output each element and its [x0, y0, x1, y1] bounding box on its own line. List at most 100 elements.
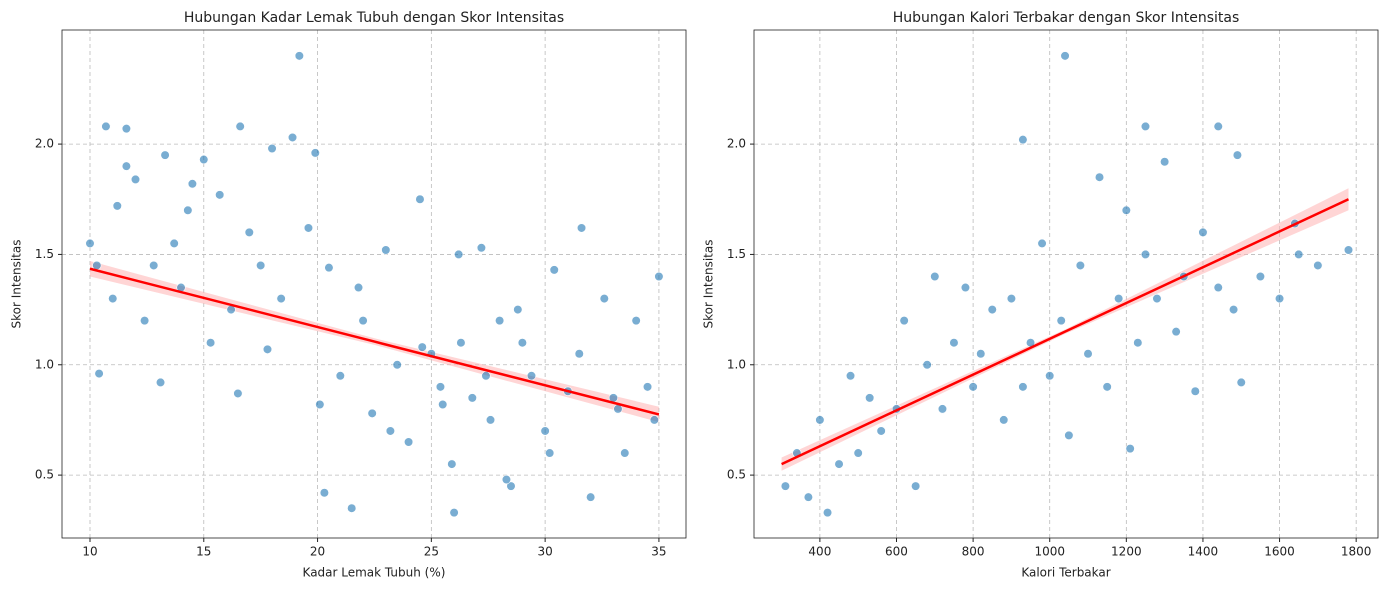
scatter-point	[315, 399, 325, 410]
scatter-point	[987, 304, 997, 315]
scatter-point	[449, 508, 459, 518]
scatter-point	[865, 393, 875, 403]
scatter-point	[495, 316, 505, 326]
scatter-point	[1018, 135, 1028, 145]
x-tick-label: 1800	[1341, 545, 1372, 559]
scatter-point	[1152, 293, 1162, 304]
scatter-point	[803, 492, 813, 502]
x-tick-label: 25	[424, 545, 439, 559]
x-tick-label: 30	[537, 545, 552, 559]
scatter-point	[358, 316, 368, 326]
scatter-point	[1060, 51, 1070, 61]
scatter-point	[108, 293, 118, 304]
scatter-point	[155, 377, 166, 388]
plot-area	[780, 51, 1354, 518]
scatter-point	[1213, 282, 1223, 293]
scatter-point	[506, 481, 516, 491]
scatter-point	[549, 265, 559, 275]
axes-frame	[753, 29, 1379, 539]
scatter-point	[1343, 245, 1354, 255]
scatter-point	[815, 415, 825, 425]
scatter-point	[121, 161, 132, 171]
scatter-point	[1198, 227, 1208, 237]
chart-title: Hubungan Kadar Lemak Tubuh dengan Skor I…	[184, 10, 564, 26]
scatter-point	[287, 132, 298, 143]
scatter-point	[183, 205, 193, 215]
scatter-point	[1294, 249, 1304, 260]
scatter-point	[1006, 293, 1017, 304]
scatter-point	[834, 459, 844, 469]
scatter-point	[1102, 382, 1112, 392]
scatter-point	[853, 448, 863, 458]
scatter-point	[435, 382, 446, 392]
scatter-point	[130, 174, 141, 184]
x-axis-label: Kalori Terbakar	[1021, 566, 1110, 580]
scatter-point	[1171, 327, 1181, 337]
x-axis-label: Kadar Lemak Tubuh (%)	[303, 566, 446, 580]
y-tick-label: 2.0	[727, 137, 746, 151]
scatter-point	[1133, 338, 1143, 348]
scatter-point	[310, 148, 320, 158]
scatter-point	[968, 382, 978, 392]
y-tick-label: 0.5	[727, 468, 746, 482]
scatter-point	[649, 415, 659, 425]
scatter-point	[937, 404, 948, 414]
scatter-point	[94, 368, 104, 379]
axes-frame	[61, 29, 687, 539]
x-tick-label: 600	[885, 545, 908, 559]
scatter-point	[1190, 386, 1200, 396]
x-tick-label: 35	[651, 545, 666, 559]
scatter-point	[303, 223, 314, 233]
x-tick-label: 1200	[1111, 545, 1142, 559]
scatter-point	[347, 503, 357, 513]
chart-title: Hubungan Kalori Terbakar dengan Skor Int…	[893, 10, 1240, 26]
scatter-point	[335, 371, 345, 381]
scatter-point	[121, 124, 132, 134]
scatter-point	[1121, 205, 1131, 215]
scatter-point	[417, 342, 427, 352]
scatter-point	[262, 344, 273, 354]
y-tick-label: 1.5	[35, 247, 54, 261]
x-tick-label: 1600	[1264, 545, 1295, 559]
x-tick-label: 15	[196, 545, 211, 559]
scatter-point	[256, 260, 266, 271]
scatter-point	[456, 338, 466, 348]
scatter-point	[780, 481, 791, 491]
scatter-point	[385, 426, 395, 436]
scatter-point	[930, 271, 940, 282]
scatter-point	[822, 508, 833, 518]
scatter-point	[540, 426, 550, 436]
scatter-point	[454, 249, 464, 260]
scatter-point	[899, 316, 909, 326]
scatter-point	[415, 194, 425, 204]
scatter-point	[1228, 304, 1239, 315]
regression-line	[781, 198, 1350, 466]
y-tick-label: 2.0	[35, 137, 54, 151]
scatter-point	[586, 492, 596, 502]
scatter-point	[438, 399, 448, 410]
scatter-point	[1274, 293, 1285, 304]
scatter-point	[1140, 249, 1151, 260]
scatter-point	[392, 360, 402, 370]
scatter-point	[485, 415, 496, 425]
scatter-point	[517, 338, 527, 348]
scatter-point	[381, 245, 391, 255]
scatter-point	[1083, 349, 1093, 359]
scatter-point	[199, 154, 209, 165]
x-tick-label: 400	[808, 545, 831, 559]
scatter-point	[1075, 260, 1085, 271]
scatter-point	[319, 488, 329, 498]
scatter-point	[654, 271, 664, 282]
y-tick-label: 1.0	[727, 357, 746, 371]
scatter-point	[1094, 172, 1105, 182]
scatter-point	[481, 371, 491, 381]
y-axis-label: Skor Intensitas	[702, 240, 716, 329]
scatter-point	[1045, 371, 1055, 381]
scatter-point	[960, 282, 971, 293]
scatter-point	[922, 360, 932, 370]
scatter-point	[1064, 430, 1074, 440]
scatter-point	[1018, 382, 1028, 392]
scatter-point	[620, 448, 630, 458]
